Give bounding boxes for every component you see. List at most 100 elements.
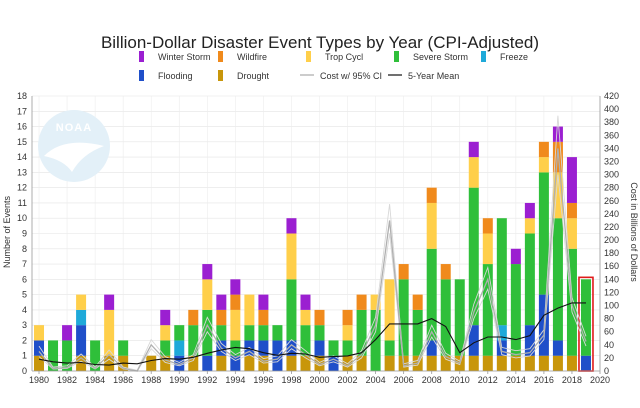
x-tick-label: 2016 bbox=[534, 375, 554, 385]
bar-severe-2019 bbox=[580, 279, 591, 356]
bar-flooding-2011 bbox=[468, 325, 479, 356]
bar-drought-1980 bbox=[34, 355, 45, 371]
bar-drought-1995 bbox=[244, 355, 255, 371]
bar-severe-1995 bbox=[244, 325, 255, 341]
bar-severe-2008 bbox=[426, 248, 437, 341]
bar-trop-1994 bbox=[230, 309, 241, 341]
bar-winter-2011 bbox=[468, 141, 479, 158]
y2-tick-label: 40 bbox=[604, 340, 614, 350]
bar-drought-2017 bbox=[552, 355, 563, 371]
bar-severe-2007 bbox=[412, 309, 423, 356]
bar-severe-2011 bbox=[468, 187, 479, 326]
bar-severe-2012 bbox=[482, 264, 493, 356]
bar-trop-2017 bbox=[552, 172, 563, 219]
y-tick-label: 9 bbox=[22, 229, 27, 239]
bar-severe-1998 bbox=[286, 279, 297, 341]
bar-trop-2016 bbox=[538, 157, 549, 173]
bar-flooding-1998 bbox=[286, 340, 297, 356]
bar-winter-1989 bbox=[160, 309, 171, 326]
y-tick-label: 12 bbox=[17, 183, 27, 193]
y2-tick-label: 160 bbox=[604, 261, 619, 271]
bar-severe-2017 bbox=[552, 218, 563, 341]
x-tick-label: 1988 bbox=[141, 375, 161, 385]
bar-trop-1983 bbox=[76, 294, 87, 310]
bar-trop-1995 bbox=[244, 294, 255, 326]
y2-tick-label: 360 bbox=[604, 130, 619, 140]
legend-label-winter: Winter Storm bbox=[158, 52, 211, 62]
bar-winter-1982 bbox=[62, 325, 73, 341]
bar-drought-2003 bbox=[356, 355, 367, 371]
y-tick-label: 13 bbox=[17, 167, 27, 177]
bar-severe-2002 bbox=[342, 340, 353, 356]
x-tick-label: 2006 bbox=[394, 375, 414, 385]
y-tick-label: 18 bbox=[17, 91, 27, 101]
y2-tick-label: 220 bbox=[604, 222, 619, 232]
bar-winter-1993 bbox=[216, 294, 227, 310]
bar-winter-2014 bbox=[510, 248, 521, 265]
bar-severe-1993 bbox=[216, 325, 227, 341]
legend-swatch-flooding bbox=[139, 70, 144, 81]
bar-freeze-1990 bbox=[174, 340, 185, 356]
bar-freeze-2013 bbox=[496, 325, 507, 341]
bar-severe-1996 bbox=[258, 325, 269, 341]
noaa-logo-bird-icon bbox=[44, 142, 104, 172]
bar-wildfire-2000 bbox=[314, 309, 325, 326]
y2-tick-label: 0 bbox=[604, 366, 609, 376]
bar-trop-2008 bbox=[426, 202, 437, 249]
y-tick-label: 10 bbox=[17, 213, 27, 223]
bar-severe-1990 bbox=[174, 325, 185, 341]
x-tick-label: 1980 bbox=[29, 375, 49, 385]
bar-winter-1998 bbox=[286, 218, 297, 234]
bar-flooding-1980 bbox=[34, 340, 45, 356]
bar-trop-1980 bbox=[34, 325, 45, 341]
bar-wildfire-2017 bbox=[552, 141, 563, 173]
cost-lines bbox=[38, 115, 587, 372]
bar-severe-1992 bbox=[202, 309, 213, 356]
y2-tick-label: 300 bbox=[604, 170, 619, 180]
legend-label-wildfire: Wildfire bbox=[237, 52, 267, 62]
x-tick-label: 2000 bbox=[309, 375, 329, 385]
bar-wildfire-1994 bbox=[230, 294, 241, 310]
bar-flooding-2000 bbox=[314, 340, 325, 356]
bar-wildfire-2006 bbox=[398, 264, 409, 280]
y2-tick-label: 180 bbox=[604, 248, 619, 258]
y2-tick-label: 200 bbox=[604, 235, 619, 245]
bar-drought-1985 bbox=[104, 355, 115, 371]
y2-tick-label: 260 bbox=[604, 196, 619, 206]
legend-swatch-severe bbox=[394, 51, 399, 62]
legend-swatch-winter bbox=[139, 51, 144, 62]
bar-drought-2013 bbox=[496, 355, 507, 371]
bar-flooding-2019 bbox=[580, 355, 591, 371]
y2-tick-label: 140 bbox=[604, 274, 619, 284]
bar-winter-1999 bbox=[300, 294, 311, 310]
x-tick-label: 1998 bbox=[281, 375, 301, 385]
bar-drought-1989 bbox=[160, 355, 171, 371]
bar-wildfire-2008 bbox=[426, 187, 437, 203]
y2-tick-label: 320 bbox=[604, 156, 619, 166]
bar-drought-2009 bbox=[440, 355, 451, 371]
x-tick-label: 2018 bbox=[562, 375, 582, 385]
bar-trop-2018 bbox=[566, 218, 577, 249]
x-tick-label: 1990 bbox=[169, 375, 189, 385]
bar-flooding-2001 bbox=[328, 355, 339, 371]
x-tick-label: 2002 bbox=[338, 375, 358, 385]
noaa-logo-text: NOAA bbox=[56, 122, 92, 134]
y-tick-label: 14 bbox=[17, 152, 27, 162]
bar-severe-2004 bbox=[370, 309, 381, 371]
bar-wildfire-1991 bbox=[188, 309, 199, 326]
bar-trop-2011 bbox=[468, 157, 479, 188]
bar-drought-1988 bbox=[146, 355, 157, 371]
bar-wildfire-2016 bbox=[538, 141, 549, 158]
bar-drought-2000 bbox=[314, 355, 325, 371]
bar-wildfire-2007 bbox=[412, 294, 423, 310]
bar-freeze-1983 bbox=[76, 309, 87, 326]
legend-label-cost: Cost w/ 95% CI bbox=[320, 71, 382, 81]
legend: Winter Storm Wildfire Trop Cycl Severe Stor… bbox=[139, 51, 528, 81]
bar-severe-2000 bbox=[314, 325, 325, 341]
bar-flooding-2015 bbox=[524, 325, 535, 356]
axes: 0123456789101112131415161718020406080100… bbox=[17, 91, 619, 385]
y-tick-label: 2 bbox=[22, 335, 27, 345]
y2-tick-label: 420 bbox=[604, 91, 619, 101]
bar-severe-2003 bbox=[356, 309, 367, 356]
bar-flooding-1996 bbox=[258, 340, 269, 356]
